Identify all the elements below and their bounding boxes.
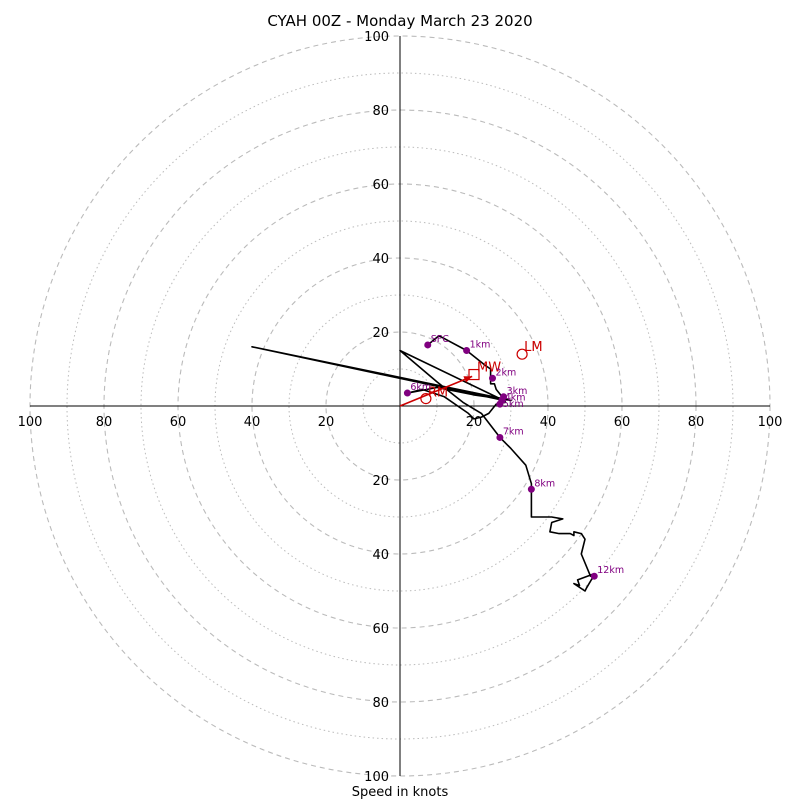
x-tick-label: 60 bbox=[170, 415, 187, 430]
y-tick-label: 80 bbox=[372, 104, 389, 119]
x-axis-label: Speed in knots bbox=[352, 785, 449, 800]
height-marker-label: 5km bbox=[503, 399, 524, 410]
height-marker-point bbox=[496, 433, 504, 441]
height-marker-label: 4km bbox=[505, 392, 526, 403]
height-marker-point bbox=[489, 374, 496, 382]
storm-motion-markers: MW RM LM bbox=[399, 340, 543, 407]
shear-vector-line bbox=[399, 375, 473, 407]
height-marker-label: 8km bbox=[534, 478, 555, 489]
y-tick-label: 100 bbox=[364, 30, 389, 45]
y-tick-label: 80 bbox=[372, 696, 389, 711]
x-tick-label: 80 bbox=[96, 415, 113, 430]
x-tick-label: 60 bbox=[614, 415, 631, 430]
height-marker-point bbox=[527, 485, 535, 493]
x-tick-label: 20 bbox=[318, 415, 335, 430]
height-marker-label: SFC bbox=[431, 334, 449, 345]
height-marker-label: 7km bbox=[503, 426, 524, 437]
height-marker-label: 12km bbox=[597, 565, 624, 576]
left-mover-marker bbox=[516, 348, 528, 360]
x-tick-label: 40 bbox=[244, 415, 261, 430]
height-marker-label: 1km bbox=[470, 340, 491, 351]
x-tick-label: 20 bbox=[466, 415, 483, 430]
height-marker-label: 3km bbox=[507, 386, 528, 397]
right-mover-label: RM bbox=[428, 386, 448, 401]
x-tick-label: 100 bbox=[758, 415, 783, 430]
height-marker-label: 6km bbox=[410, 382, 431, 393]
mean-wind-marker bbox=[468, 368, 480, 381]
x-tick-label: 100 bbox=[18, 415, 43, 430]
y-tick-label: 20 bbox=[372, 326, 389, 341]
y-tick-label: 60 bbox=[372, 622, 389, 637]
mean-wind-label: MW bbox=[477, 361, 501, 376]
y-tick-label: 100 bbox=[364, 770, 389, 785]
y-tick-label: 40 bbox=[372, 548, 389, 563]
chart-title: CYAH 00Z - Monday March 23 2020 bbox=[267, 12, 532, 30]
y-tick-label: 40 bbox=[372, 252, 389, 267]
x-tick-label: 80 bbox=[688, 415, 705, 430]
height-marker-point bbox=[403, 389, 411, 397]
x-tick-label: 40 bbox=[540, 415, 557, 430]
height-marker-point bbox=[496, 400, 504, 408]
y-tick-label: 20 bbox=[372, 474, 389, 489]
tick-labels: 100 80 60 40 20 20 40 60 80 100 100 80 60 40 20 20 40 60 8… bbox=[18, 30, 783, 785]
y-tick-label: 60 bbox=[372, 178, 389, 193]
height-marker-point bbox=[424, 341, 432, 349]
height-marker-label: 2km bbox=[496, 367, 517, 378]
height-marker-point bbox=[590, 572, 598, 580]
left-mover-label: LM bbox=[524, 340, 542, 355]
shear-vector-arrowhead bbox=[463, 376, 473, 383]
right-mover-marker bbox=[420, 393, 432, 405]
height-marker-point bbox=[463, 347, 471, 354]
